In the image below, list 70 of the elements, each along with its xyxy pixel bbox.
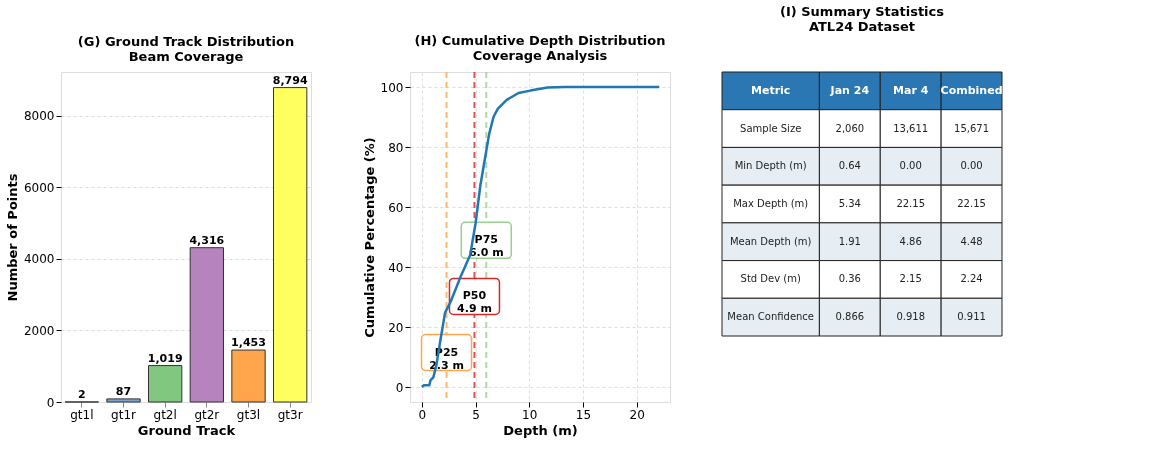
bar <box>231 349 266 403</box>
line-series <box>420 85 661 389</box>
x-tick-label: 5 <box>472 407 480 422</box>
text: 4.48 <box>960 235 983 247</box>
text: 0.00 <box>899 160 922 172</box>
text: 15,671 <box>954 122 990 134</box>
data-label: 4,316 <box>189 233 225 247</box>
x-tick-label: gt2l <box>153 407 177 422</box>
text: 0.911 <box>957 311 986 323</box>
category-label: Jan 24 <box>829 83 870 97</box>
text: Max Depth (m) <box>733 198 809 209</box>
category-label: Mar 4 <box>893 83 929 97</box>
bar <box>148 365 183 403</box>
text: Std Dev (m) <box>740 273 801 285</box>
y-axis-title: Number of Points <box>4 173 20 302</box>
text: 2.15 <box>899 273 922 285</box>
bar <box>273 87 308 403</box>
text: Mean Confidence <box>727 311 815 323</box>
y-tick-label: 80 <box>388 140 404 155</box>
text: 22.15 <box>896 198 926 209</box>
text: 13,611 <box>893 122 929 134</box>
text: 0.866 <box>835 311 865 323</box>
text: 0.00 <box>960 160 983 172</box>
x-tick-label: 0 <box>418 407 427 422</box>
y-axis-title: Cumulative Percentage (%) <box>361 137 377 338</box>
x-axis-title: Ground Track <box>137 422 236 438</box>
x-tick-label: gt3r <box>277 407 303 422</box>
text: 0.64 <box>838 160 861 172</box>
text: 5.34 <box>838 198 861 209</box>
text: 2.24 <box>960 273 983 285</box>
text: (I) Summary Statistics ATL24 Dataset <box>779 3 945 34</box>
y-tick-label: 40 <box>388 260 404 275</box>
data-label: 8,794 <box>272 73 308 87</box>
x-tick-label: gt2r <box>194 407 220 422</box>
bar <box>106 398 141 403</box>
text: 0.918 <box>896 311 926 323</box>
category-label: Metric <box>751 83 791 97</box>
text: 1.91 <box>838 235 861 247</box>
ref-line-label: P50 4.9 m <box>457 289 492 316</box>
text: 22.15 <box>957 198 986 209</box>
y-tick-label: 0 <box>46 395 55 410</box>
x-tick-label: 15 <box>575 407 592 422</box>
text: 0.36 <box>838 273 861 285</box>
x-tick-label: gt1r <box>111 407 137 422</box>
chart-title: (G) Ground Track Distribution Beam Coverage <box>77 34 295 64</box>
category-label: Combined <box>940 83 1003 97</box>
text: 4.86 <box>899 235 922 247</box>
data-label: 87 <box>115 384 132 398</box>
text: Mean Depth (m) <box>729 235 812 247</box>
x-tick-label: gt1l <box>70 407 94 422</box>
y-tick-label: 100 <box>380 80 404 95</box>
text: Sample Size <box>740 122 802 134</box>
y-tick-label: 60 <box>388 200 404 215</box>
y-tick-label: 6000 <box>23 180 55 195</box>
text: 2,060 <box>835 122 865 134</box>
y-tick-label: 2000 <box>23 323 55 338</box>
data-label: 1,453 <box>231 336 266 350</box>
data-label: 2 <box>78 387 86 401</box>
y-tick-label: 20 <box>388 320 404 335</box>
data-label: 1,019 <box>147 351 183 365</box>
bar <box>189 247 224 403</box>
x-tick-label: 10 <box>522 407 538 422</box>
y-tick-label: 4000 <box>23 252 55 267</box>
chart-title: (H) Cumulative Depth Distribution Coverage Analysis <box>414 33 666 63</box>
text: Min Depth (m) <box>734 160 807 172</box>
y-tick-label: 8000 <box>23 109 55 124</box>
x-tick-label: gt3l <box>236 407 261 422</box>
x-axis-title: Depth (m) <box>503 422 578 438</box>
y-tick-label: 0 <box>395 380 404 395</box>
x-tick-label: 20 <box>629 407 645 422</box>
